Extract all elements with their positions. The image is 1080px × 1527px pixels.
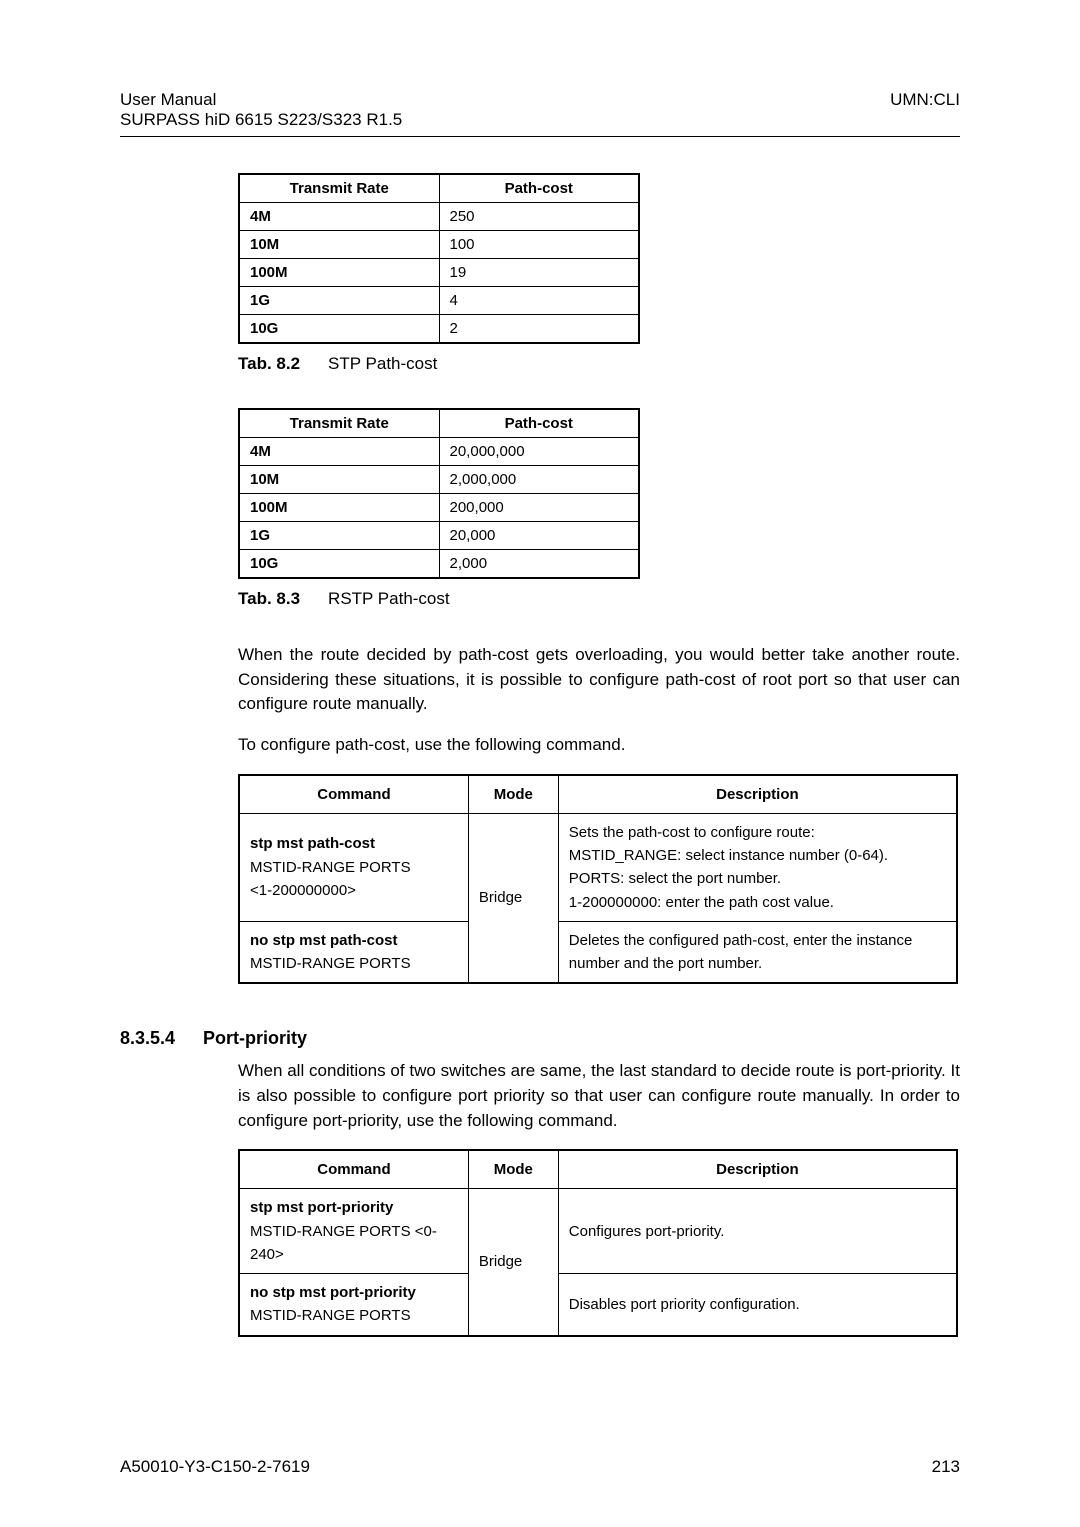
page-footer: A50010-Y3-C150-2-7619 213 [120, 1457, 960, 1477]
stp-pathcost-table: Transmit Rate Path-cost 4M250 10M100 100… [238, 173, 640, 344]
cell-cost: 20,000,000 [439, 438, 639, 466]
col-header-rate: Transmit Rate [239, 409, 439, 438]
cell-cost: 250 [439, 203, 639, 231]
cell-command: no stp mst port-priority MSTID-RANGE POR… [239, 1274, 468, 1336]
cmd-line: MSTID-RANGE PORTS [250, 952, 458, 975]
cell-rate: 4M [239, 438, 439, 466]
cell-rate: 10M [239, 466, 439, 494]
cell-rate: 4M [239, 203, 439, 231]
desc-line: 1-200000000: enter the path cost value. [569, 891, 946, 914]
cmd-line: no stp mst port-priority [250, 1281, 458, 1304]
cell-command: stp mst port-priority MSTID-RANGE PORTS … [239, 1189, 468, 1274]
col-header-cost: Path-cost [439, 409, 639, 438]
col-header-mode: Mode [468, 1150, 558, 1189]
table-caption-rstp: Tab. 8.3 RSTP Path-cost [238, 589, 960, 609]
cell-cost: 100 [439, 231, 639, 259]
cell-cost: 2,000 [439, 550, 639, 579]
table-row: no stp mst path-cost MSTID-RANGE PORTS D… [239, 921, 957, 983]
cell-description: Sets the path-cost to configure route: M… [558, 813, 957, 921]
cmd-line: <1-200000000> [250, 879, 458, 902]
portpriority-cmd-table: Command Mode Description stp mst port-pr… [238, 1149, 958, 1337]
table-caption-stp: Tab. 8.2 STP Path-cost [238, 354, 960, 374]
cell-rate: 10G [239, 550, 439, 579]
caption-label: Tab. 8.2 [238, 354, 300, 373]
cell-mode: Bridge [468, 813, 558, 983]
table-row: 10G2 [239, 315, 639, 344]
para-portpriority: When all conditions of two switches are … [238, 1059, 960, 1133]
product-line: SURPASS hiD 6615 S223/S323 R1.5 [120, 110, 402, 130]
table-row: 10M100 [239, 231, 639, 259]
desc-line: Sets the path-cost to configure route: [569, 821, 946, 844]
cell-description: Disables port priority configuration. [558, 1274, 957, 1336]
col-header-description: Description [558, 775, 957, 814]
cell-description: Configures port-priority. [558, 1189, 957, 1274]
section-heading: 8.3.5.4 Port-priority [120, 1028, 960, 1049]
section-title: Port-priority [203, 1028, 307, 1049]
table-row: no stp mst port-priority MSTID-RANGE POR… [239, 1274, 957, 1336]
cell-cost: 2,000,000 [439, 466, 639, 494]
cmd-line: no stp mst path-cost [250, 929, 458, 952]
cell-rate: 1G [239, 287, 439, 315]
footer-doc-id: A50010-Y3-C150-2-7619 [120, 1457, 310, 1477]
cell-cost: 200,000 [439, 494, 639, 522]
table-row: 10G2,000 [239, 550, 639, 579]
desc-line: PORTS: select the port number. [569, 867, 946, 890]
col-header-mode: Mode [468, 775, 558, 814]
cell-cost: 2 [439, 315, 639, 344]
table-row: 1G4 [239, 287, 639, 315]
table-row: 4M20,000,000 [239, 438, 639, 466]
table-row: 100M19 [239, 259, 639, 287]
cell-cost: 19 [439, 259, 639, 287]
table-row: 100M200,000 [239, 494, 639, 522]
cell-rate: 10M [239, 231, 439, 259]
cell-command: stp mst path-cost MSTID-RANGE PORTS <1-2… [239, 813, 468, 921]
cell-rate: 100M [239, 259, 439, 287]
footer-page-number: 213 [932, 1457, 960, 1477]
manual-title: User Manual [120, 90, 402, 110]
cell-cost: 20,000 [439, 522, 639, 550]
header-left: User Manual SURPASS hiD 6615 S223/S323 R… [120, 90, 402, 130]
col-header-command: Command [239, 775, 468, 814]
rstp-pathcost-table: Transmit Rate Path-cost 4M20,000,000 10M… [238, 408, 640, 579]
table-row: 4M250 [239, 203, 639, 231]
section-number: 8.3.5.4 [120, 1028, 175, 1049]
para-config-pathcost: To configure path-cost, use the followin… [238, 733, 960, 758]
cmd-line: stp mst path-cost [250, 832, 458, 855]
col-header-rate: Transmit Rate [239, 174, 439, 203]
header-rule [120, 136, 960, 137]
cell-rate: 1G [239, 522, 439, 550]
cmd-line: stp mst port-priority [250, 1196, 458, 1219]
table-row: stp mst path-cost MSTID-RANGE PORTS <1-2… [239, 813, 957, 921]
page-header: User Manual SURPASS hiD 6615 S223/S323 R… [120, 90, 960, 130]
caption-label: Tab. 8.3 [238, 589, 300, 608]
col-header-cost: Path-cost [439, 174, 639, 203]
table-row: stp mst port-priority MSTID-RANGE PORTS … [239, 1189, 957, 1274]
col-header-description: Description [558, 1150, 957, 1189]
cell-cost: 4 [439, 287, 639, 315]
desc-line: MSTID_RANGE: select instance number (0-6… [569, 844, 946, 867]
header-right: UMN:CLI [890, 90, 960, 130]
cmd-line: MSTID-RANGE PORTS [250, 1304, 458, 1327]
para-overload: When the route decided by path-cost gets… [238, 643, 960, 717]
caption-text: STP Path-cost [328, 354, 437, 373]
caption-text: RSTP Path-cost [328, 589, 450, 608]
cell-rate: 10G [239, 315, 439, 344]
cell-description: Deletes the configured path-cost, enter … [558, 921, 957, 983]
cell-mode: Bridge [468, 1189, 558, 1336]
table-row: 1G20,000 [239, 522, 639, 550]
cell-rate: 100M [239, 494, 439, 522]
cmd-line: MSTID-RANGE PORTS <0-240> [250, 1220, 458, 1267]
col-header-command: Command [239, 1150, 468, 1189]
cmd-line: MSTID-RANGE PORTS [250, 856, 458, 879]
table-row: 10M2,000,000 [239, 466, 639, 494]
pathcost-cmd-table: Command Mode Description stp mst path-co… [238, 774, 958, 985]
cell-command: no stp mst path-cost MSTID-RANGE PORTS [239, 921, 468, 983]
